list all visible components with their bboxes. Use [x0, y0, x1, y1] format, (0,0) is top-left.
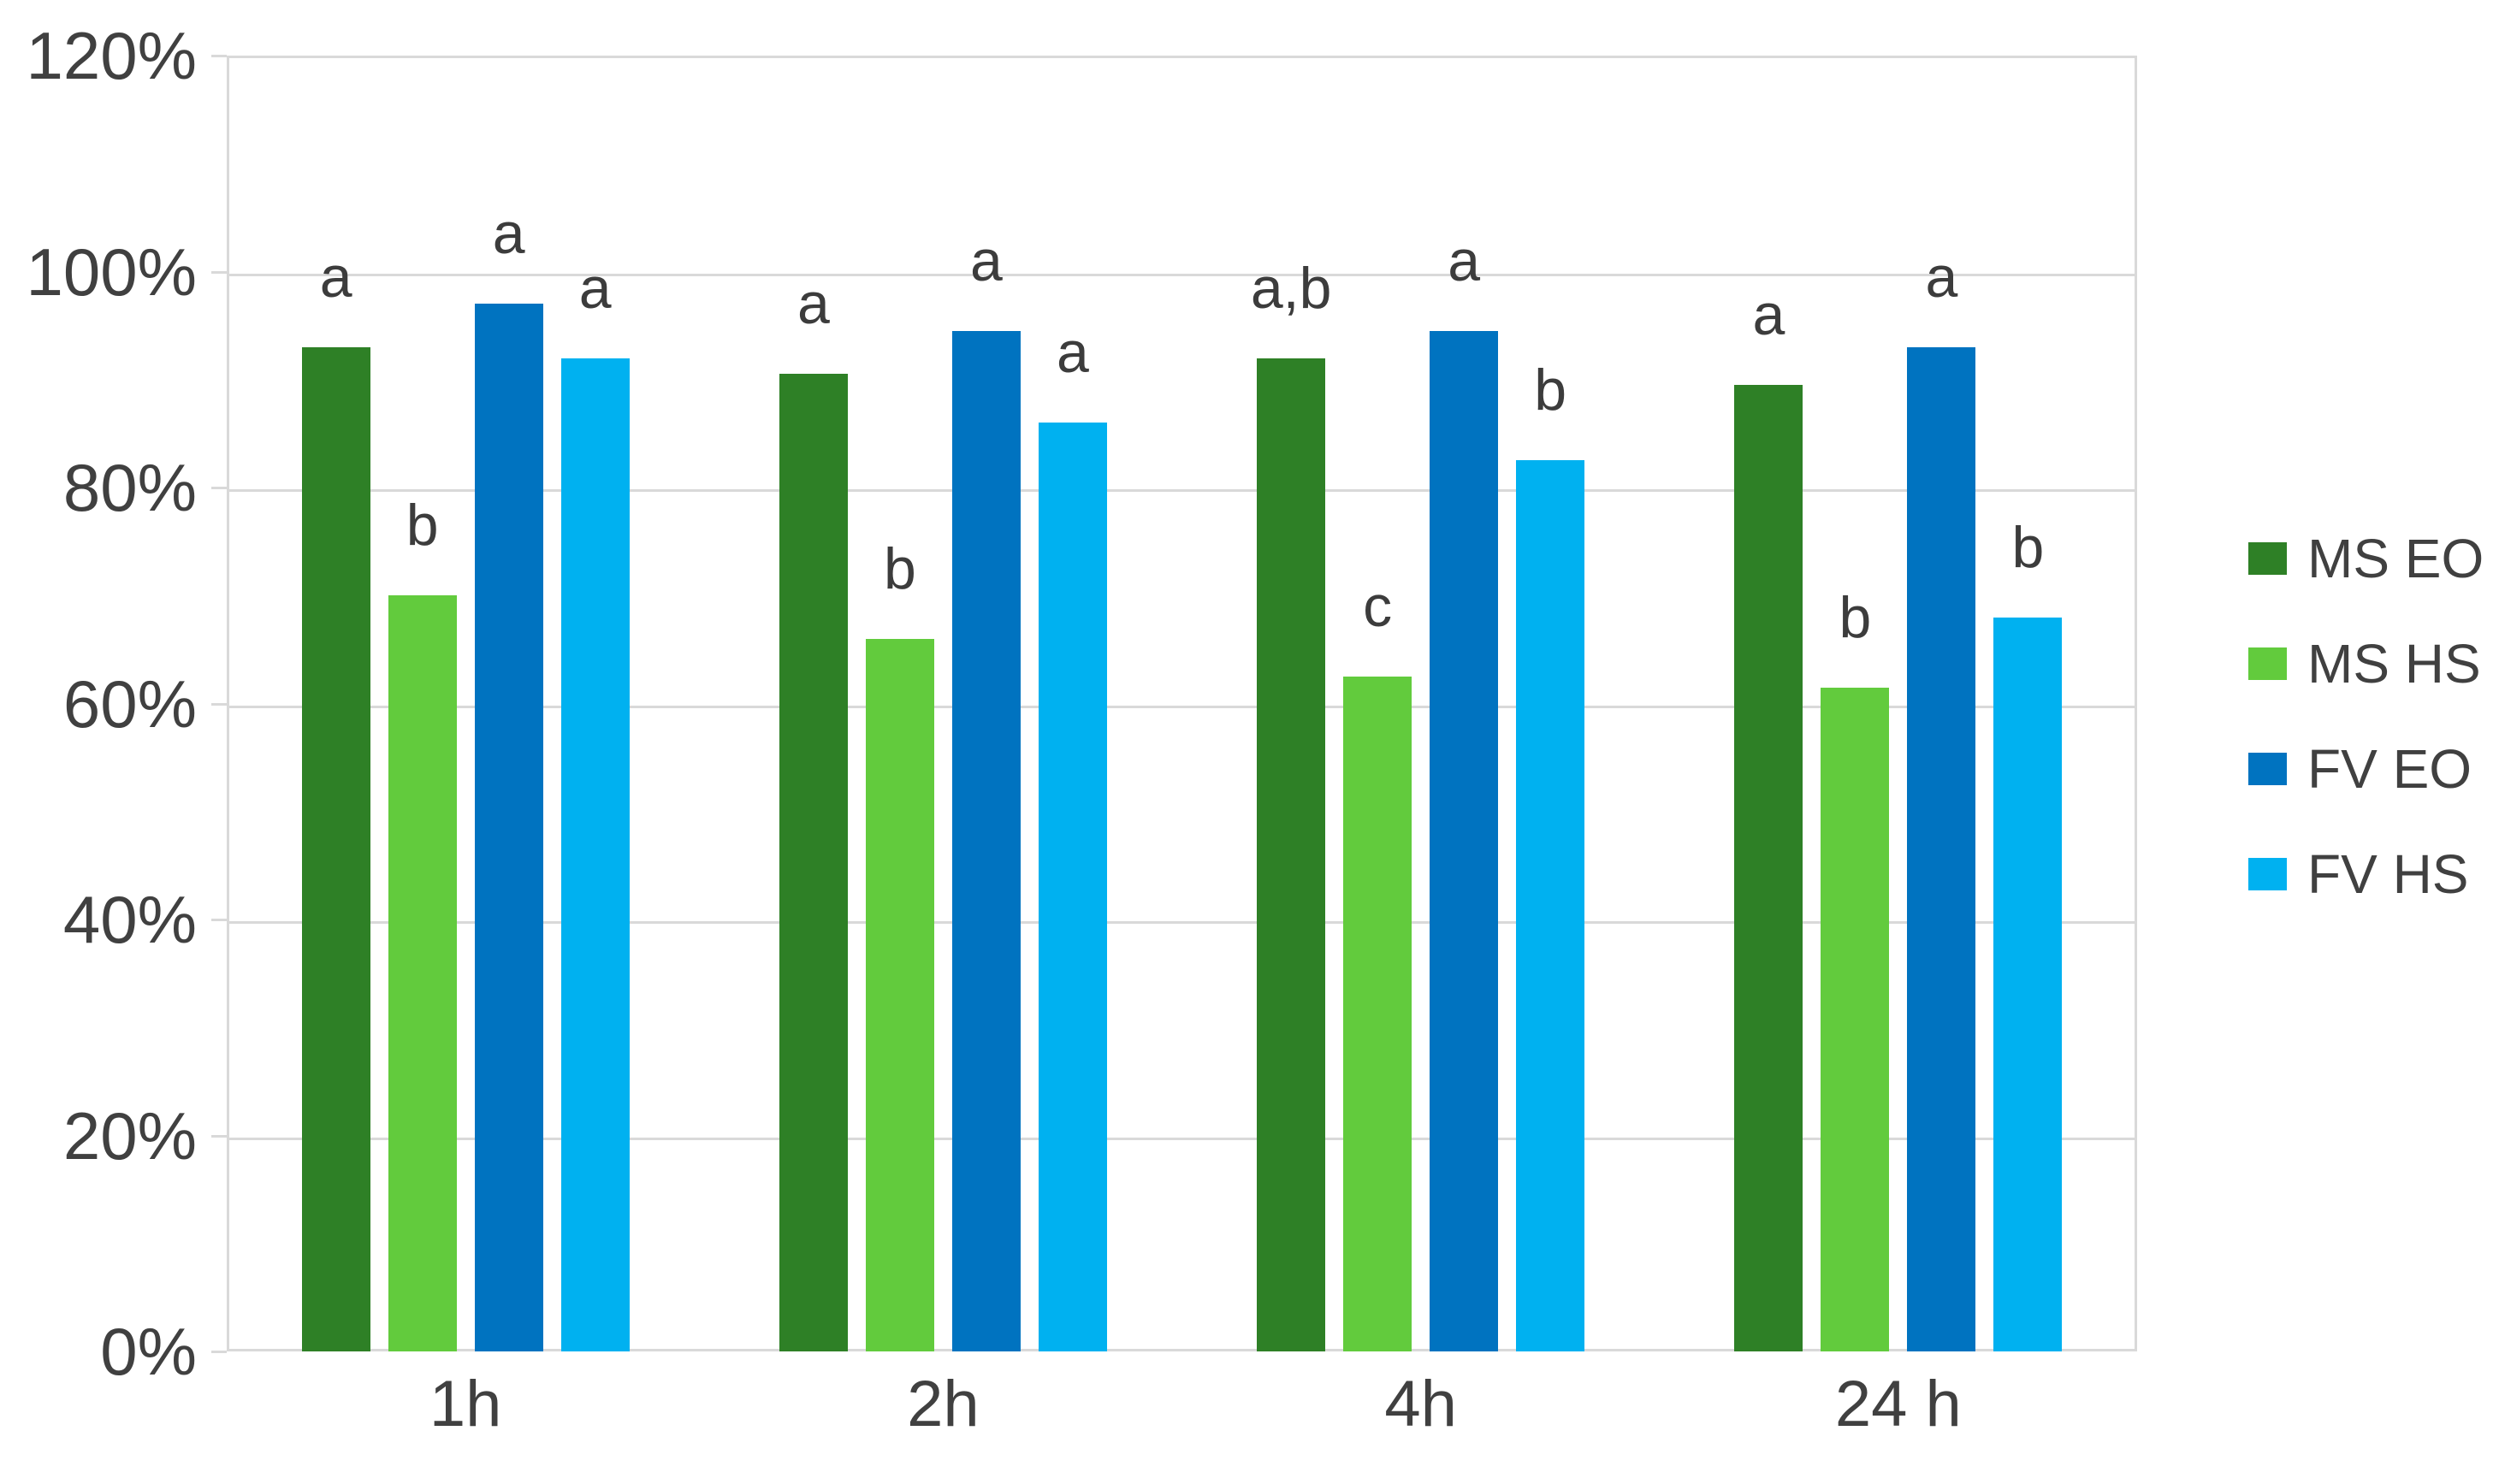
legend-swatch-MS-HS: [2248, 647, 2287, 680]
legend: MS EO MS HS FV EO FV HS: [2248, 506, 2484, 926]
x-axis-label-1h: 1h: [429, 1368, 502, 1440]
bar-FV-HS-4h: b: [1516, 361, 1585, 1351]
bar-FV-HS-24h: b: [1993, 518, 2063, 1351]
legend-label: FV EO: [2307, 737, 2472, 800]
x-axis-label-2h: 2h: [907, 1368, 980, 1440]
y-axis-tick: [211, 919, 227, 921]
significance-letter: b: [1839, 584, 1872, 650]
bar-MS-HS-4h: c: [1343, 577, 1412, 1351]
bar-MS-EO-1h: a: [301, 248, 370, 1351]
gridline-60%: [229, 705, 2135, 708]
significance-letter: a: [492, 201, 525, 267]
bar-MS-EO-24h: a: [1734, 286, 1803, 1351]
y-axis-label-120%: 120%: [26, 18, 198, 93]
significance-letter: a,b: [1250, 255, 1332, 321]
legend-swatch-FV-EO: [2248, 752, 2287, 785]
bar-FV-EO-4h: a: [1430, 232, 1499, 1351]
significance-letter: a: [796, 271, 830, 337]
x-axis-label-24h: 24 h: [1834, 1368, 1962, 1440]
gridline-100%: [229, 273, 2135, 276]
significance-letter: a: [1752, 282, 1785, 348]
legend-label: MS HS: [2307, 632, 2481, 695]
bar-MS-HS-2h: b: [865, 540, 934, 1351]
gridline-40%: [229, 921, 2135, 924]
y-axis-label-20%: 20%: [62, 1097, 197, 1174]
significance-letter: b: [2011, 514, 2045, 580]
bar-FV-EO-24h: a: [1907, 248, 1976, 1351]
gridline-80%: [229, 489, 2135, 492]
bar-group-4h: a,b c a b: [1182, 56, 1660, 1351]
legend-item-FV-EO: FV EO: [2248, 716, 2484, 821]
legend-label: FV HS: [2307, 843, 2469, 905]
legend-item-MS-HS: MS HS: [2248, 611, 2484, 716]
bar-FV-EO-1h: a: [474, 204, 543, 1351]
legend-swatch-MS-EO: [2248, 541, 2287, 575]
significance-letter: c: [1363, 573, 1393, 639]
legend-swatch-FV-HS: [2248, 857, 2287, 890]
significance-letter: a: [1925, 244, 1958, 310]
y-axis-label-40%: 40%: [62, 882, 197, 957]
bar-MS-EO-2h: a: [779, 275, 848, 1351]
y-axis-label-80%: 80%: [62, 450, 197, 525]
y-axis-label-100%: 100%: [26, 234, 198, 310]
bars-layer: a b a a a b a a a,b c a b a b a b: [227, 56, 2137, 1351]
significance-letter: b: [406, 493, 439, 559]
legend-item-MS-EO: MS EO: [2248, 506, 2484, 611]
significance-letter: a: [969, 228, 1003, 293]
legend-label: MS EO: [2307, 527, 2484, 589]
y-axis-label-0%: 0%: [100, 1314, 197, 1389]
legend-item-FV-HS: FV HS: [2248, 821, 2484, 926]
significance-letter: b: [1534, 358, 1567, 423]
significance-letter: a: [1056, 320, 1089, 386]
bar-MS-HS-1h: b: [388, 496, 457, 1351]
bar-MS-HS-24h: b: [1821, 588, 1890, 1351]
x-axis: 1h 2h 4h 24 h: [227, 1366, 2137, 1443]
y-axis-tick: [211, 55, 227, 57]
y-axis-label-60%: 60%: [62, 665, 197, 742]
bar-FV-EO-2h: a: [951, 232, 1021, 1351]
bar-FV-HS-2h: a: [1038, 323, 1107, 1351]
y-axis-tick: [211, 270, 227, 274]
significance-letter: a: [319, 244, 352, 310]
bar-FV-HS-1h: a: [560, 259, 630, 1351]
significance-letter: a: [578, 255, 612, 321]
y-axis-tick: [211, 487, 227, 489]
gridline-20%: [229, 1137, 2135, 1140]
plot-area: [227, 56, 2137, 1351]
y-axis-tick: [211, 1134, 227, 1138]
bar-MS-EO-4h: a,b: [1251, 259, 1331, 1351]
x-axis-label-4h: 4h: [1384, 1368, 1457, 1440]
significance-letter: a: [1448, 228, 1481, 293]
y-axis-tick: [211, 1351, 227, 1353]
y-axis-tick: [211, 702, 227, 706]
significance-letter: b: [883, 535, 916, 601]
